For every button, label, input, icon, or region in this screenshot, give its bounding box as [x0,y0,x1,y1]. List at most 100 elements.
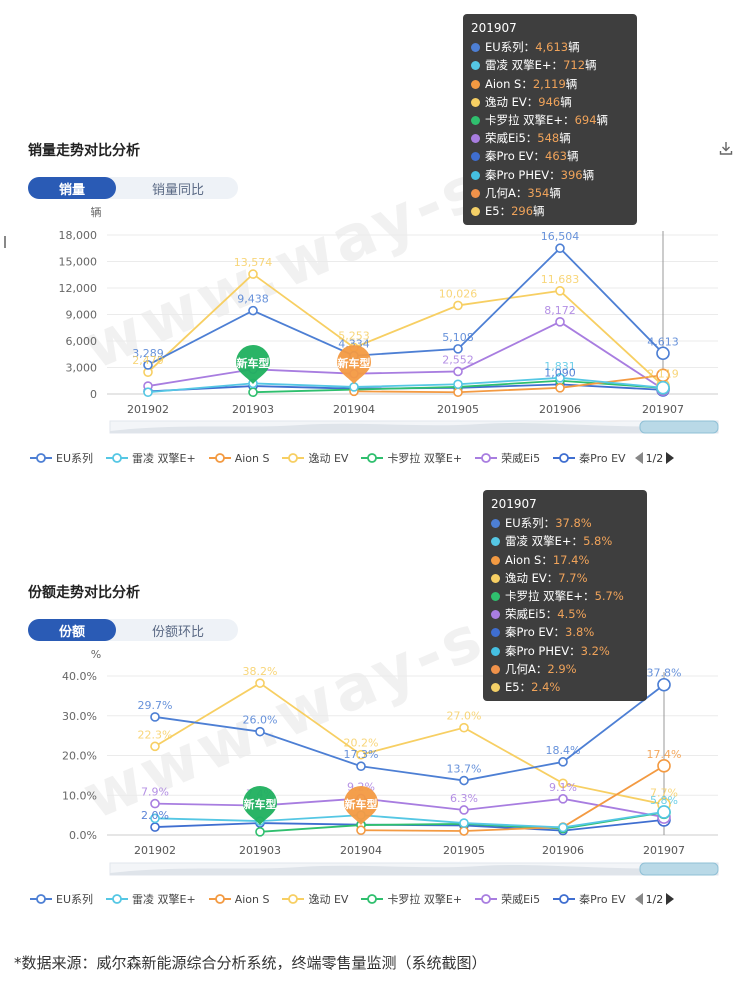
legend-pager: 1/2 [634,893,675,906]
tab-share-mom[interactable]: 份额环比 [151,624,204,640]
data-label: 7.7% [650,786,678,799]
data-point-ev [555,286,565,296]
legend-item-ev[interactable]: 逸动 EV [282,450,348,466]
tab-sales[interactable]: 销量 [28,177,116,199]
data-label: 5.8% [650,794,678,807]
legend-label: EU系列 [56,452,94,465]
x-tick-label: 201905 [437,403,479,416]
chevron-left-icon[interactable] [634,452,643,464]
tab-share[interactable]: 份额 [28,619,116,641]
legend-line-circle-icon [30,453,52,463]
data-point-ev [459,722,469,733]
tooltip-value: 463 [545,149,567,164]
data-label: 1,831 [544,360,576,373]
badge-label: 新车型 [345,797,378,811]
legend-item-ei5[interactable]: 荣威Ei5 [475,891,540,907]
legend-line-circle-icon [361,453,384,463]
legend-item-e[interactable]: 卡罗拉 双擎E+ [361,450,462,466]
legend-label: 逸动 EV [308,893,349,906]
badge-pin [344,786,378,825]
legend-item-e[interactable]: 卡罗拉 双擎E+ [361,891,462,907]
series-line-ev [154,682,665,806]
series-line-e [147,376,664,394]
data-point-e [248,387,258,398]
data-point-eu [356,761,366,772]
share-line-chart: % 0.0% 10.0% 20.0% 30.0% 40.0% 201902 201903 201… [62,648,719,876]
tab-sales-yoy[interactable]: 销量同比 [151,182,204,198]
sales-toggle: 销量 销量同比 [28,177,238,199]
chevron-left-icon[interactable] [634,893,643,905]
y-tick-label: 0.0% [69,829,97,842]
sales-trend-title: 销量走势对比分析 [28,143,140,159]
legend-item-aion-s[interactable]: Aion S [208,893,269,906]
series-color-dot [471,134,480,144]
data-label: 2,470 [132,354,164,367]
tooltip-value: 17.4% [552,552,590,567]
data-label: 1,090 [544,366,576,379]
tooltip-series-name: 雷凌 双擎E+： [485,58,564,73]
legend-label: Aion S [234,451,270,465]
tooltip-value: 37.8% [555,516,592,531]
legend-item-eu[interactable]: EU系列 [30,450,93,466]
tooltip-unit: 辆 [565,76,578,91]
legend-line-circle-icon [282,453,305,463]
legend-label: 卡罗拉 双擎E+ [387,452,463,465]
share-tooltip: 201907 EU系列：37.8% 雷凌 双擎E+：5.8% Aion S：17.4… [483,490,647,702]
legend-label: 雷凌 双擎E+ [132,893,196,906]
series-color-dot [491,555,500,565]
tooltip-value: 5.7% [594,589,624,604]
download-icon[interactable] [718,140,734,156]
y-tick-label: 12,000 [59,282,98,295]
badge-pin [242,785,277,825]
tooltip-row: Aion S：2,119辆 [471,75,629,93]
tooltip-value: 3.2% [580,643,610,658]
legend-item-pro-ev[interactable]: 秦Pro EV [553,891,626,907]
legend-item-eu[interactable]: EU系列 [30,891,93,907]
x-tick-label: 201904 [333,403,375,416]
series-color-dot [471,97,480,107]
data-point-eu [248,305,258,316]
data-label: 4,613 [647,335,679,348]
legend-item-ei5[interactable]: 荣威Ei5 [475,450,540,466]
data-label: 2,119 [647,368,679,381]
series-color-dot [491,664,500,674]
y-tick-label: 0 [90,388,97,401]
data-label: 10,026 [439,287,478,300]
sales-line-chart: 辆 0 3,000 6,000 9,000 12,000 15,000 18,000 20190… [59,205,719,434]
tooltip-series-name: 逸动 EV： [485,94,539,109]
edge-mark [4,236,6,248]
x-tick-label: 201907 [642,403,684,416]
sales-legend: EU系列 雷凌 双擎E+ Aion S 逸动 EV 卡罗拉 双擎E+ 荣威Ei5 秦Pro … [30,449,675,467]
tooltip-value: 296 [511,204,534,219]
series-line-e [154,811,665,829]
tooltip-value: 2.4% [531,680,561,695]
new-model-badge: 新车型 [344,786,378,825]
tooltip-title: 201907 [471,21,517,35]
legend-item-ev[interactable]: 逸动 EV [282,891,348,907]
tooltip-series-name: Aion S： [505,552,553,567]
legend-item-e[interactable]: 雷凌 双擎E+ [106,450,196,466]
series-color-dot [471,170,480,180]
new-model-badge: 新车型 [242,785,277,825]
tooltip-series-name: EU系列： [505,516,556,531]
tooltip-unit: 辆 [568,40,580,55]
chevron-right-icon[interactable] [666,893,675,905]
data-point-ev [150,741,160,752]
series-color-dot [491,683,500,693]
series-color-dot [471,79,480,89]
tooltip-row: 逸动 EV：7.7% [491,569,639,587]
data-label: 26.0% [243,714,278,727]
chevron-right-icon[interactable] [666,452,675,464]
legend-item-aion-s[interactable]: Aion S [208,451,270,465]
tooltip-row: 秦Pro EV：3.8% [491,623,639,641]
series-color-dot [491,592,500,602]
pager-label: 1/2 [645,451,664,465]
tooltip-row: 雷凌 双擎E+：712辆 [471,56,629,74]
y-tick-label: 6,000 [66,335,98,348]
data-label: 20.2% [344,737,379,750]
data-point-ev [558,778,568,789]
legend-item-pro-ev[interactable]: 秦Pro EV [553,450,626,466]
tooltip-unit: 辆 [559,131,571,146]
legend-item-e[interactable]: 雷凌 双擎E+ [106,891,196,907]
tooltip-row: EU系列：37.8% [491,514,639,532]
